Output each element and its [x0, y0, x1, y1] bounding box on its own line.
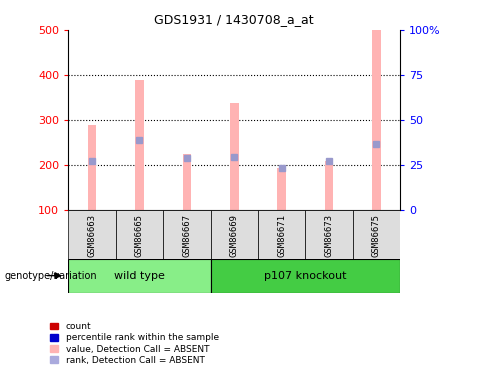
Bar	[68, 210, 116, 259]
Bar	[163, 210, 210, 259]
Text: GSM86673: GSM86673	[325, 214, 334, 257]
Bar	[277, 168, 286, 210]
Bar	[68, 259, 210, 292]
Bar	[230, 103, 239, 210]
Bar	[116, 210, 163, 259]
Title: GDS1931 / 1430708_a_at: GDS1931 / 1430708_a_at	[154, 13, 314, 26]
Text: GSM86675: GSM86675	[372, 214, 381, 257]
Bar	[258, 210, 305, 259]
Bar	[372, 30, 381, 210]
Bar	[210, 210, 258, 259]
Text: GSM86663: GSM86663	[87, 214, 97, 257]
Bar	[325, 160, 333, 210]
Bar	[353, 210, 400, 259]
Bar	[135, 80, 143, 210]
Bar	[305, 210, 353, 259]
Text: genotype/variation: genotype/variation	[5, 271, 98, 280]
Text: GSM86667: GSM86667	[183, 214, 191, 257]
Text: p107 knockout: p107 knockout	[264, 271, 346, 280]
Text: GSM86665: GSM86665	[135, 214, 144, 257]
Text: wild type: wild type	[114, 271, 165, 280]
Bar	[88, 125, 96, 210]
Bar	[210, 259, 400, 292]
Legend: count, percentile rank within the sample, value, Detection Call = ABSENT, rank, : count, percentile rank within the sample…	[48, 320, 221, 367]
Text: GSM86671: GSM86671	[277, 214, 286, 257]
Text: GSM86669: GSM86669	[230, 214, 239, 257]
Bar	[183, 154, 191, 210]
